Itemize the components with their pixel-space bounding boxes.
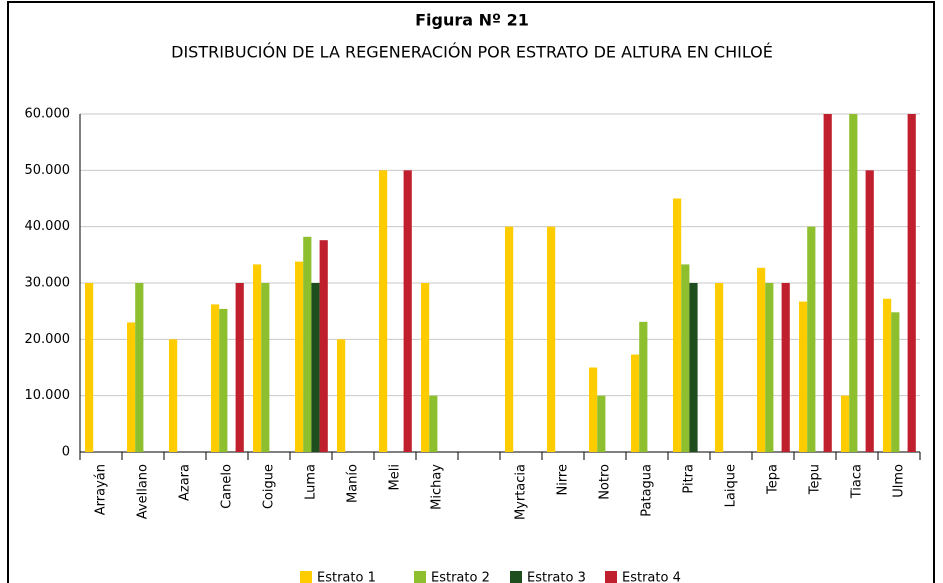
bar [253,264,262,452]
y-tick-label: 50.000 [25,163,71,178]
bar [85,283,94,452]
bar [337,339,346,452]
legend-swatch [414,571,426,583]
bar [169,339,178,452]
bar [681,264,690,452]
x-tick-label: Canelo [220,464,235,509]
bar [823,114,832,452]
bar [135,283,144,452]
x-tick-label: Ulmo [892,464,907,498]
chart-frame [7,1,935,583]
legend-label: Estrato 4 [622,571,681,583]
bar [807,226,816,452]
legend-label: Estrato 2 [431,571,490,583]
bar [715,283,724,452]
bar [319,240,328,452]
y-tick-label: 40.000 [25,219,71,234]
legend-label: Estrato 1 [317,571,376,583]
bar [799,301,808,452]
bar [211,304,220,452]
y-tick-label: 0 [62,445,70,460]
y-tick-label: 20.000 [25,332,71,347]
x-tick-label: Tiaca [850,464,865,499]
bar [403,170,412,453]
bar [303,236,312,452]
bar [127,322,136,452]
x-tick-label: Avellano [136,464,151,519]
x-tick-label: Meli [388,464,403,490]
x-tick-label: Pitra [682,464,697,494]
x-tick-label: Myrtacia [514,464,529,520]
legend-swatch [605,571,617,583]
legend-swatch [510,571,522,583]
x-tick-label: Coigue [262,464,277,509]
bar [757,267,766,452]
bar [639,321,648,452]
bar [421,283,430,452]
bar [907,114,916,452]
bar [883,298,892,452]
x-tick-label: Patagua [640,464,655,517]
bar [631,354,640,452]
x-tick-label: Laique [724,464,739,507]
bar [219,308,228,452]
bar [865,170,874,453]
bar [379,170,388,453]
bar [429,395,438,452]
chart-title: Figura Nº 21 [415,11,529,30]
bar [781,283,790,452]
x-tick-label: Nirre [556,464,571,496]
x-tick-label: Tepu [808,464,823,495]
x-tick-label: Michay [430,464,445,510]
bar [841,395,850,452]
bar [261,283,270,452]
bar [505,226,514,452]
bar [891,312,900,452]
y-tick-label: 60.000 [25,107,71,122]
bar [849,114,858,452]
legend-label: Estrato 3 [527,571,586,583]
bar [673,198,682,452]
x-tick-label: Arrayán [94,464,109,515]
x-tick-label: Luma [304,464,319,500]
bar [547,226,556,452]
chart-subtitle: DISTRIBUCIÓN DE LA REGENERACIÓN POR ESTR… [171,43,773,62]
bar [597,395,606,452]
bar [589,367,598,452]
x-tick-label: Tepa [766,464,781,495]
y-tick-label: 30.000 [25,276,71,291]
x-tick-label: Azara [178,464,193,501]
bar [765,283,774,452]
y-tick-label: 10.000 [25,388,71,403]
legend-swatch [300,571,312,583]
bar [689,283,698,452]
x-tick-label: Manío [346,464,361,503]
bar [235,283,244,452]
bar [295,261,304,452]
bar [311,283,320,452]
x-tick-label: Notro [598,464,613,500]
